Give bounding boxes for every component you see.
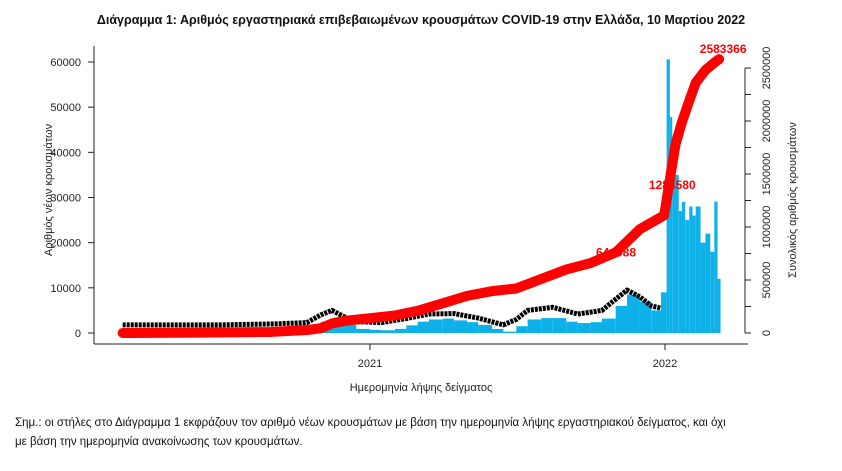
bar [344,324,357,333]
daily-average-line [122,287,662,328]
x-axis-label: Ημερομηνία λήψης δείγματος [350,382,493,394]
y-tick-label: 40000 [50,147,81,159]
bar [710,251,715,333]
y-tick-label: 10000 [50,283,81,295]
bar [478,324,493,333]
bar [356,328,370,333]
y-right-tick-label: 2000000 [761,100,773,143]
bar [700,242,706,333]
bar [695,206,701,333]
axes: 0 10000 20000 30000 40000 50000 60000 2021 2022 0… [50,46,773,370]
y-tick-label: 50000 [50,102,81,114]
bar [705,233,711,333]
bar [660,292,667,333]
bar [417,321,429,333]
bar [692,215,696,333]
y-tick-label: 20000 [50,238,81,250]
line-series [117,54,725,338]
chart-note: Σημ.: οι στήλες στο Διάγραμμα 1 εκφράζου… [15,414,830,452]
bar [714,201,718,333]
y-tick-label: 30000 [50,193,81,205]
annotations: 644988 1284580 2583366 [596,42,747,260]
y-right-tick-label: 0 [761,330,773,336]
note-line-2: με βάση την ημερομηνία ανακοίνωσης των κ… [15,436,303,448]
cumulative-annotation: 644988 [596,246,636,260]
cumulative-annotation: 1284580 [649,178,696,192]
bar [454,320,467,333]
bar [381,330,396,333]
bar [552,318,567,333]
bar [527,319,542,333]
y-right-tick-label: 1500000 [761,153,773,196]
bar [675,174,679,333]
note-line-1: Σημ.: οι στήλες στο Διάγραμμα 1 εκφράζου… [15,417,726,429]
y-right-tick-label: 1000000 [761,206,773,249]
y-right-tick-label: 2500000 [761,47,773,90]
bar [442,318,455,333]
bar [503,331,517,333]
bar [627,294,640,333]
bar [429,319,443,333]
y-tick-label: 0 [75,328,81,340]
bar [601,318,616,333]
bar [541,318,553,333]
bar [615,305,628,333]
bar [566,321,578,333]
bar [516,326,528,333]
bar [669,117,673,333]
bar [685,220,690,333]
bar [590,322,602,333]
bar [672,143,676,333]
y-right-tick-label: 500000 [761,262,773,299]
bar [651,310,661,333]
chart-title: Διάγραμμα 1: Αριθμός εργαστηριακά επιβεβ… [97,13,745,27]
bar [681,202,686,333]
covid-cases-chart: Διάγραμμα 1: Αριθμός εργαστηριακά επιβεβ… [43,13,799,394]
bar [717,278,721,333]
bar [466,322,479,333]
x-tick-label: 2021 [358,358,382,370]
bar-series [122,59,721,333]
bar [492,328,504,333]
bar [678,211,682,333]
y-axis-right-label: Συνολικός αριθμός κρουσμάτων [787,122,799,278]
cumulative-line [117,54,725,338]
y-axis-label: Αριθμός νέων κρουσμάτων [43,123,55,256]
bar [406,325,418,333]
bar [395,328,407,333]
y-tick-label: 60000 [50,57,81,69]
bar [639,301,652,333]
bar [370,329,382,333]
bar [689,206,693,333]
x-tick-label: 2022 [653,358,677,370]
cumulative-annotation: 2583366 [700,42,747,56]
bar [577,323,591,333]
